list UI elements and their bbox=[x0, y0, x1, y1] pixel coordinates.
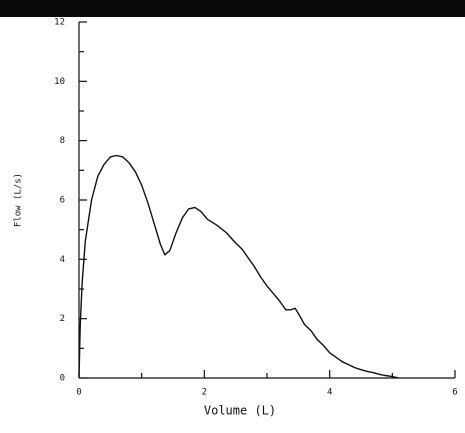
y-tick-label: 12 bbox=[54, 18, 65, 28]
y-tick-label: 8 bbox=[60, 136, 65, 146]
y-tick-label: 2 bbox=[60, 314, 65, 324]
y-tick-label: 6 bbox=[60, 196, 65, 206]
y-tick-label: 10 bbox=[54, 77, 65, 87]
x-tick-label: 6 bbox=[452, 388, 457, 398]
x-tick-label: 4 bbox=[327, 388, 332, 398]
x-tick-label: 2 bbox=[202, 388, 207, 398]
flow-volume-curve bbox=[78, 154, 399, 379]
x-tick-label: 0 bbox=[76, 388, 81, 398]
x-axis-title: Volume (L) bbox=[204, 404, 276, 418]
y-tick-label: 0 bbox=[60, 374, 65, 384]
y-axis-title: Flow (L/s) bbox=[14, 173, 24, 227]
y-tick-label: 4 bbox=[60, 255, 65, 265]
top-bar bbox=[0, 0, 465, 17]
